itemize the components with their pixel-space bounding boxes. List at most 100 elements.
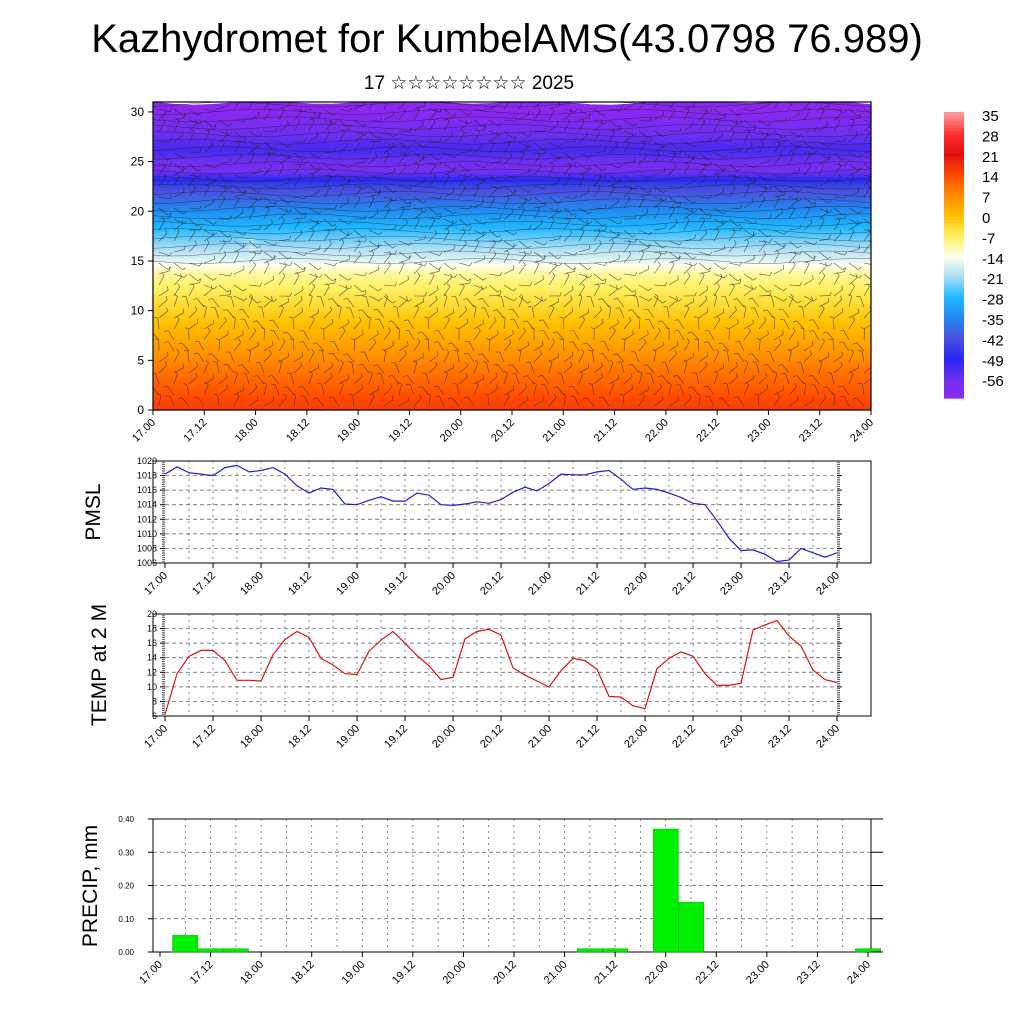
precipitation-x-tick-label: 18.00 [238, 959, 266, 987]
wind-barb [503, 284, 514, 292]
wind-barb [383, 331, 391, 341]
wind-barb [278, 158, 289, 165]
wind-barb [353, 143, 360, 154]
wind-barb-flag [693, 144, 697, 148]
temp-x-tick-label: 18.00 [238, 723, 266, 751]
wind-barb-flag [434, 341, 439, 343]
wind-barb-flag [213, 165, 218, 169]
wind-barb [413, 397, 422, 407]
wind-barb [383, 284, 396, 287]
wind-barb-flag [692, 256, 697, 260]
wind-barb [473, 242, 480, 253]
wind-barb [413, 110, 420, 121]
wind-barb [302, 341, 310, 352]
wind-barb-flag [588, 154, 593, 158]
wind-barb [832, 340, 835, 352]
wind-barb-flag [822, 386, 827, 389]
wind-barb [683, 158, 694, 165]
wind-barb-flag [348, 285, 353, 290]
wind-barb [818, 362, 823, 374]
wind-barb [661, 320, 670, 330]
wind-barb [788, 345, 799, 352]
wind-barb [647, 308, 655, 319]
colorbar-segment [944, 331, 964, 336]
wind-barb-flag [342, 353, 347, 356]
wind-barb-flag [723, 154, 728, 158]
wind-barb-flag [570, 295, 573, 300]
wind-barb-flag [176, 118, 180, 122]
wind-barb [421, 386, 430, 396]
wind-barb-flag [311, 228, 315, 232]
wind-barb [548, 141, 559, 148]
wind-barb [196, 298, 205, 308]
wind-barb [818, 196, 829, 204]
colorbar-label: -14 [982, 251, 1004, 268]
wind-barb-flag [611, 183, 615, 188]
wind-barb [263, 154, 271, 165]
wind-barb-flag [347, 178, 352, 182]
wind-barb-flag [452, 267, 457, 270]
colorbar-segment [944, 226, 964, 231]
wind-barb [758, 334, 769, 341]
wind-barb [773, 268, 784, 275]
wind-barb-flag [182, 267, 187, 270]
wind-barb-flag [281, 217, 285, 221]
wind-barb [218, 284, 228, 293]
wind-barb [278, 220, 285, 231]
wind-barb-flag [243, 297, 248, 301]
wind-barb [233, 102, 240, 110]
wind-barb [353, 240, 366, 243]
wind-barb-flag [873, 113, 876, 115]
wind-barb [428, 196, 440, 199]
wind-barb [503, 240, 514, 248]
wind-barb-flag [587, 113, 592, 117]
wind-barb [713, 277, 723, 286]
colorbar-label: -7 [982, 230, 995, 247]
wind-barb-flag [166, 351, 169, 356]
wind-barb-flag [499, 157, 501, 162]
wind-barb [173, 163, 184, 171]
wind-barb-flag [207, 327, 211, 331]
wind-barb-flag [343, 298, 348, 300]
wind-barb [593, 322, 604, 330]
wind-barb-flag [435, 229, 438, 234]
wind-barb [758, 185, 770, 190]
wind-barb [263, 328, 265, 341]
wind-barb [248, 331, 256, 341]
wind-barb-flag [587, 219, 589, 224]
wind-barb [278, 196, 289, 204]
colorbar-segment [944, 382, 964, 386]
wind-barb [668, 209, 675, 220]
wind-barb [248, 399, 259, 407]
wind-barb [158, 108, 170, 113]
wind-barb-flag [364, 272, 368, 277]
wind-barb [218, 185, 230, 189]
wind-barb [353, 104, 365, 110]
wind-barb-flag [163, 385, 168, 388]
pmsl-x-tick-label: 23.12 [766, 570, 794, 598]
wind-barb [261, 307, 265, 319]
wind-barb [638, 240, 649, 248]
wind-barb-flag [494, 185, 497, 190]
wind-barb-flag [812, 146, 817, 150]
wind-barb [293, 220, 300, 231]
wind-barb [503, 295, 514, 302]
wind-barb-flag [844, 251, 848, 256]
wind-barb-flag [793, 375, 798, 378]
wind-barb [653, 386, 662, 396]
wind-barb [788, 284, 801, 286]
wind-barb [602, 396, 610, 407]
wind-barb [831, 373, 835, 385]
wind-barb-flag [364, 290, 367, 295]
wind-barb [623, 243, 631, 253]
wind-barb [368, 253, 375, 264]
wind-barb-flag [840, 361, 843, 366]
wind-barb-flag [269, 350, 272, 354]
wind-barb [293, 270, 305, 275]
precipitation-panel: 0.000.100.200.300.40 17.00 17.12 18.00 18.1… [79, 815, 883, 987]
wind-barb-flag [841, 285, 844, 290]
wind-barb-flag [799, 281, 802, 286]
wind-barb [503, 389, 514, 396]
wind-barb [368, 269, 380, 275]
